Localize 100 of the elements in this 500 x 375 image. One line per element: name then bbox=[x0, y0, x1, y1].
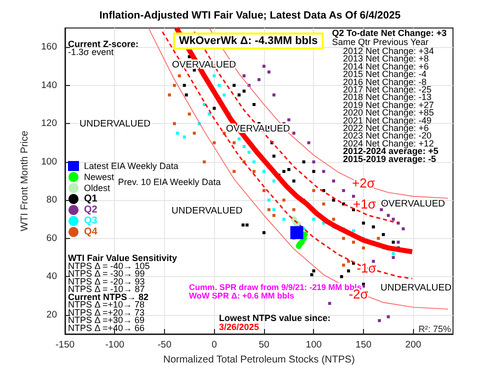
annotation: NTPS Δ =+20→ 73 bbox=[68, 307, 145, 318]
point bbox=[218, 84, 221, 87]
point bbox=[402, 227, 405, 230]
point bbox=[378, 319, 381, 322]
point bbox=[396, 240, 400, 244]
point bbox=[184, 93, 188, 96]
point bbox=[310, 273, 314, 276]
point bbox=[242, 223, 245, 226]
x-tick-label: 150 bbox=[356, 340, 372, 350]
point bbox=[282, 198, 286, 202]
point bbox=[292, 180, 296, 182]
point bbox=[178, 74, 181, 78]
point bbox=[252, 103, 256, 106]
point bbox=[212, 141, 216, 144]
point bbox=[272, 180, 276, 182]
point bbox=[267, 70, 270, 74]
annotation: 2012 Net Change: +34 bbox=[343, 46, 434, 56]
point bbox=[352, 229, 356, 232]
point bbox=[287, 118, 290, 122]
annotation: 2018 Net Change: -13 bbox=[343, 92, 432, 102]
point bbox=[282, 218, 286, 221]
point bbox=[212, 106, 216, 110]
annotation: WkOverWk Δ: -4.3MM bbls bbox=[179, 35, 318, 47]
point bbox=[242, 145, 246, 148]
point bbox=[267, 208, 270, 212]
legend-label: Q2 bbox=[84, 204, 98, 216]
point bbox=[242, 74, 246, 78]
annotation: Same Qtr Previous Year bbox=[332, 37, 429, 47]
point bbox=[168, 93, 171, 96]
point bbox=[252, 170, 256, 173]
point bbox=[252, 160, 256, 164]
point bbox=[352, 194, 356, 198]
point bbox=[176, 132, 179, 135]
y-axis-title: WTI Front Month Price bbox=[20, 130, 31, 232]
annotation: WTI Fair Value Sensitivity bbox=[68, 253, 178, 263]
y-tick-label: 160 bbox=[41, 42, 57, 53]
point bbox=[392, 218, 395, 221]
point bbox=[172, 122, 176, 126]
point bbox=[262, 170, 266, 173]
x-tick-label: -100 bbox=[105, 340, 124, 350]
point bbox=[342, 236, 346, 240]
legend-label: Q3 bbox=[84, 216, 98, 226]
point bbox=[332, 218, 336, 221]
point bbox=[307, 141, 310, 144]
y-tick-label: 40 bbox=[46, 271, 57, 282]
annotation: 2023 Net Change: -20 bbox=[343, 130, 432, 141]
annotation: Prev. 10 EIA Weekly Data bbox=[118, 177, 221, 187]
point bbox=[262, 64, 266, 68]
point bbox=[242, 90, 246, 93]
annotation: NTPS Δ =+40→ 66 bbox=[68, 322, 145, 333]
legend-label: Latest EIA Weekly Data bbox=[84, 161, 178, 171]
point bbox=[312, 218, 316, 221]
point bbox=[386, 214, 390, 217]
chart-title: Inflation-Adjusted WTI Fair Value; Latest Data As Of 6/4/2025 bbox=[99, 10, 401, 22]
annotation: UNDERVALUED bbox=[380, 282, 452, 294]
annotation: WoW SPR Δ: +0.6 MM bbls bbox=[189, 290, 295, 300]
y-tick-label: 20 bbox=[46, 309, 57, 320]
annotation: R²: 75% bbox=[418, 324, 451, 334]
point bbox=[272, 208, 276, 212]
annotation: 2015 Net Change: -4 bbox=[343, 69, 427, 80]
point bbox=[232, 170, 236, 173]
legend-label: Newest bbox=[84, 172, 115, 182]
point bbox=[347, 269, 350, 272]
annotation: NTPS Δ =+10→ 78 bbox=[68, 300, 145, 310]
point bbox=[382, 233, 385, 236]
point bbox=[258, 78, 260, 82]
point bbox=[192, 132, 196, 135]
point bbox=[362, 246, 365, 250]
point bbox=[232, 141, 236, 144]
point bbox=[238, 137, 241, 140]
annotation: Current Z-score: bbox=[68, 39, 139, 49]
annotation: NTPS Δ = -40→ 105 bbox=[68, 260, 150, 271]
annotation: UNDERVALUED bbox=[80, 118, 151, 130]
point bbox=[392, 252, 395, 256]
point bbox=[352, 240, 356, 244]
point bbox=[386, 315, 390, 318]
point bbox=[290, 226, 304, 240]
point bbox=[392, 256, 395, 259]
point bbox=[292, 132, 296, 135]
point bbox=[202, 160, 206, 164]
point bbox=[392, 240, 395, 244]
point bbox=[340, 275, 344, 278]
point bbox=[246, 223, 249, 226]
point bbox=[292, 208, 296, 212]
y-tick-label: 140 bbox=[41, 80, 57, 91]
point bbox=[372, 225, 375, 228]
annotation: Lowest NTPS value since: bbox=[219, 313, 331, 323]
point bbox=[287, 168, 290, 172]
point bbox=[332, 198, 336, 202]
point bbox=[380, 208, 383, 212]
annotation: NTPS Δ = -30→ 99 bbox=[68, 268, 145, 278]
annotation: NTPS Δ = -10→ 87 bbox=[68, 284, 145, 294]
point bbox=[312, 160, 316, 164]
point bbox=[332, 180, 336, 182]
annotation: NTPS Δ =+30→ 69 bbox=[68, 315, 145, 325]
point bbox=[188, 112, 191, 116]
point bbox=[342, 264, 346, 267]
annotation: +1σ bbox=[353, 196, 376, 212]
annotation: UNDERVALUED bbox=[172, 206, 243, 216]
point bbox=[272, 214, 276, 217]
